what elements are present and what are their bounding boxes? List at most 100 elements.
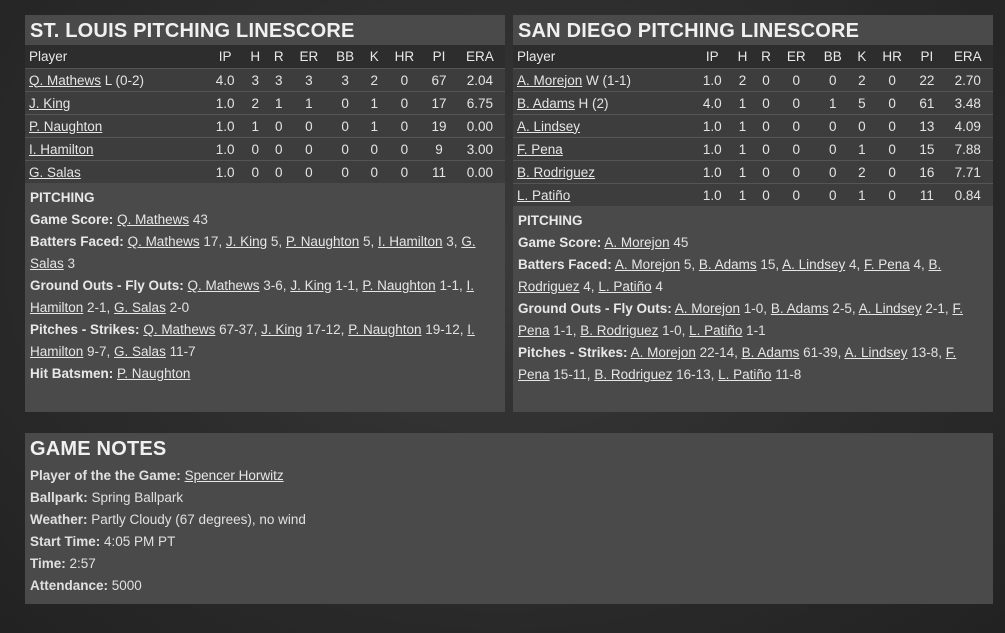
player-link[interactable]: B. Adams	[698, 257, 757, 272]
stat-value: 5,	[267, 234, 286, 249]
player-link[interactable]: G. Salas	[30, 234, 476, 271]
sd-col-header: Player	[513, 45, 694, 69]
player-link[interactable]: Q. Mathews	[29, 72, 102, 88]
stat-value: 4,	[909, 257, 929, 272]
player-link[interactable]: G. Salas	[114, 344, 166, 359]
player-link[interactable]: G. Salas	[114, 300, 166, 315]
stat-cell: 1	[730, 183, 755, 206]
player-link[interactable]: I. Hamilton	[30, 278, 474, 315]
player-link[interactable]: A. Morejon	[630, 345, 696, 360]
pitching-stat-line: Game Score: Q. Mathews 43	[30, 209, 500, 231]
stat-value: 45	[669, 235, 689, 250]
player-cell: A. Lindsey	[513, 114, 694, 138]
stat-cell: 0	[777, 68, 815, 92]
player-link[interactable]: A. Morejon	[517, 72, 583, 88]
player-link[interactable]: J. King	[290, 278, 332, 293]
player-link[interactable]: Q. Mathews	[117, 212, 190, 227]
player-link[interactable]: I. Hamilton	[29, 141, 94, 157]
player-cell: B. Rodriguez	[513, 160, 694, 184]
stat-value: 3-6,	[259, 278, 291, 293]
stat-value: 4,	[845, 257, 864, 272]
player-link[interactable]: P. Naughton	[117, 366, 191, 381]
player-link[interactable]: F. Pena	[518, 301, 963, 338]
player-link[interactable]: A. Lindsey	[858, 301, 922, 316]
player-link[interactable]: B. Rodriguez	[517, 164, 596, 180]
stat-cell: 1.0	[206, 91, 244, 115]
sd-pitcher-row: L. Patiño 1.0 1 0 0 0 1 0 11 0.84	[513, 183, 993, 206]
stat-cell: 4.0	[693, 91, 731, 115]
stl-col-header: PI	[423, 45, 455, 69]
player-link[interactable]: L. Patiño	[517, 187, 571, 203]
stat-cell: 17	[423, 91, 455, 115]
player-link[interactable]: F. Pena	[518, 345, 957, 382]
player-link[interactable]: A. Morejon	[614, 257, 681, 272]
stat-cell: 0	[873, 68, 912, 92]
player-link[interactable]: I. Hamilton	[30, 322, 475, 359]
stat-cell: 1	[730, 160, 755, 184]
stl-col-header: IP	[206, 45, 244, 69]
stat-value: 1-0,	[740, 301, 771, 316]
stat-value: 19-12,	[421, 322, 468, 337]
player-link[interactable]: P. Naughton	[362, 278, 436, 293]
player-link[interactable]: A. Morejon	[604, 235, 670, 250]
player-link[interactable]: B. Adams	[770, 301, 829, 316]
player-link[interactable]: A. Lindsey	[517, 118, 581, 134]
player-link[interactable]: B. Adams	[741, 345, 800, 360]
player-link[interactable]: I. Hamilton	[378, 234, 443, 249]
player-link[interactable]: F. Pena	[517, 141, 563, 157]
player-link[interactable]: P. Naughton	[285, 234, 360, 249]
sd-col-header: ERA	[942, 45, 993, 69]
stat-cell: 0	[385, 160, 424, 183]
stat-value: 3,	[442, 234, 462, 249]
player-link[interactable]: Q. Mathews	[187, 278, 260, 293]
player-link[interactable]: P. Naughton	[29, 118, 103, 134]
player-link[interactable]: F. Pena	[863, 257, 910, 272]
start-time-value: 4:05 PM PT	[100, 534, 176, 549]
stat-cell: 1.0	[206, 160, 244, 183]
stat-cell: 1	[850, 183, 874, 206]
stat-value: 67-37,	[215, 322, 262, 337]
player-link[interactable]: B. Rodriguez	[594, 367, 673, 382]
stat-value: 4,	[579, 279, 599, 294]
stat-cell: 0	[814, 68, 851, 92]
player-link[interactable]: A. Morejon	[674, 301, 741, 316]
potg-player-link[interactable]: Spencer Horwitz	[184, 468, 284, 483]
stat-cell: 67	[423, 68, 455, 92]
player-link[interactable]: L. Patiño	[718, 367, 772, 382]
stat-cell: 3.00	[454, 137, 505, 161]
player-link[interactable]: B. Rodriguez	[580, 323, 659, 338]
stl-col-header: K	[363, 45, 386, 69]
stat-line-label: Batters Faced:	[30, 234, 124, 249]
stat-cell: 1.0	[206, 137, 244, 161]
stat-value: 11-7	[165, 344, 196, 359]
player-link[interactable]: L. Patiño	[598, 279, 652, 294]
stl-col-header: HR	[385, 45, 424, 69]
stat-cell: 0	[754, 160, 778, 184]
stat-cell: 0	[814, 183, 851, 206]
sd-panel-title: SAN DIEGO PITCHING LINESCORE	[518, 20, 860, 42]
player-link[interactable]: P. Naughton	[348, 322, 422, 337]
stat-value: 9-7,	[83, 344, 115, 359]
player-link[interactable]: L. Patiño	[689, 323, 743, 338]
stat-value: 2-1,	[83, 300, 115, 315]
stat-cell: 1	[730, 114, 755, 138]
player-link[interactable]: G. Salas	[29, 164, 81, 180]
stat-value: 61-39,	[799, 345, 845, 360]
stat-value: 11-8	[771, 367, 802, 382]
pitching-stat-line: Ground Outs - Fly Outs: Q. Mathews 3-6, …	[30, 275, 500, 319]
player-link[interactable]: Q. Mathews	[143, 322, 216, 337]
stl-pitcher-row: G. Salas 1.0 0 0 0 0 0 0 11 0.00	[25, 160, 505, 183]
player-link[interactable]: J. King	[225, 234, 268, 249]
player-link[interactable]: B. Adams	[517, 95, 575, 111]
stat-cell: 0	[850, 114, 874, 138]
player-link[interactable]: B. Rodriguez	[518, 257, 942, 294]
game-notes-panel: GAME NOTES Player of the the Game: Spenc…	[25, 433, 993, 604]
player-link[interactable]: A. Lindsey	[782, 257, 846, 272]
stl-col-header: Player	[25, 45, 207, 69]
player-link[interactable]: A. Lindsey	[844, 345, 908, 360]
pitching-stat-line: Ground Outs - Fly Outs: A. Morejon 1-0, …	[518, 298, 988, 342]
player-link[interactable]: Q. Mathews	[127, 234, 200, 249]
player-link[interactable]: J. King	[261, 322, 303, 337]
player-link[interactable]: J. King	[29, 95, 71, 111]
stat-cell: 7.88	[942, 137, 993, 161]
